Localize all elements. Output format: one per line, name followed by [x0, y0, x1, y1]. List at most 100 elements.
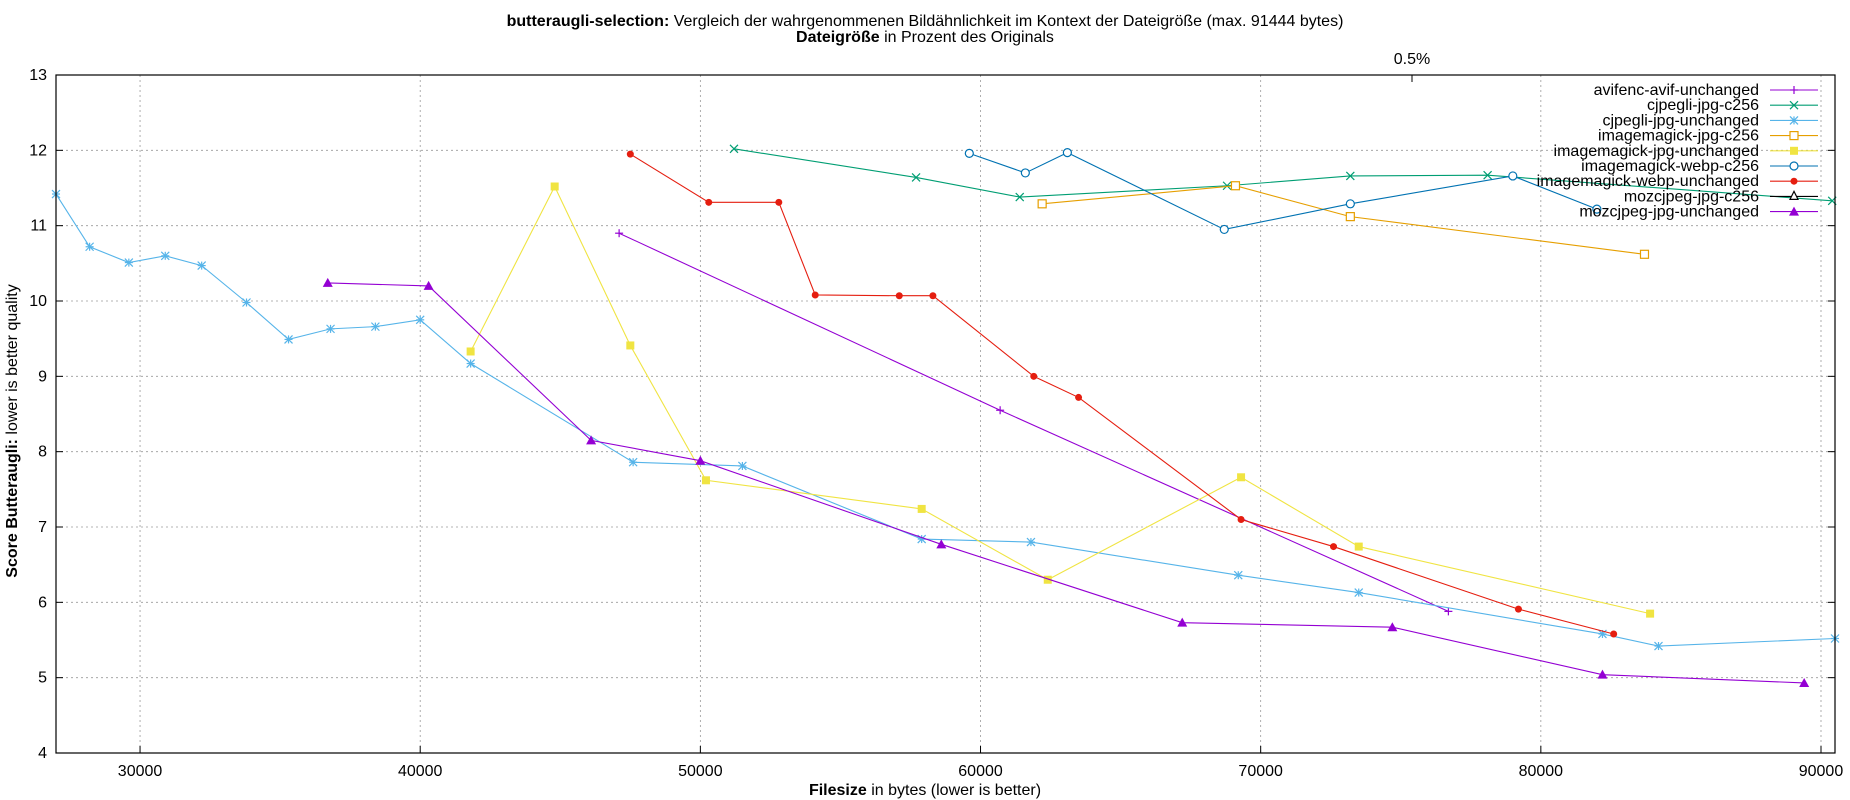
- data-point: [1020, 168, 1030, 178]
- marker-stroke: [284, 334, 293, 344]
- x-tick-label: 80000: [1519, 763, 1564, 780]
- legend-marker: [1789, 115, 1799, 125]
- legend-label: mozcjpeg-jpg-c256: [1624, 188, 1759, 205]
- marker-shape: [775, 198, 783, 206]
- series-avifenc-avif-unchanged: [615, 229, 1453, 616]
- data-point: [628, 457, 638, 467]
- data-point: [242, 298, 251, 307]
- y-tick-label: 7: [38, 519, 47, 536]
- data-point: [1514, 605, 1522, 613]
- data-point: [811, 291, 819, 299]
- legend-marker: [1789, 131, 1799, 141]
- marker-shape: [1592, 204, 1602, 214]
- y-tick-label: 10: [29, 293, 47, 310]
- data-point: [626, 341, 635, 350]
- x-axis-label: Filesize in bytes (lower is better): [809, 782, 1041, 799]
- y-axis-label: Score Butteraugli: lower is better quali…: [4, 284, 21, 577]
- top-axis-label: 0.5%: [1394, 51, 1430, 68]
- data-point: [423, 280, 434, 290]
- marker-stroke: [197, 261, 207, 271]
- data-point: [936, 539, 947, 549]
- legend-marker: [1789, 100, 1799, 110]
- data-point: [729, 144, 739, 154]
- x-axis-label-bold: Filesize: [809, 782, 867, 799]
- marker-shape: [1789, 161, 1799, 171]
- series-imagemagick-jpg-unchanged: [466, 182, 1655, 618]
- data-point: [1354, 588, 1364, 597]
- data-point: [466, 347, 475, 356]
- series-imagemagick-webp-unchanged: [626, 150, 1618, 638]
- series-line: [327, 282, 1805, 684]
- data-point: [284, 334, 293, 344]
- legend-entry: imagemagick-webp-c256: [1581, 158, 1818, 175]
- data-point: [550, 182, 559, 191]
- data-point: [326, 324, 335, 334]
- data-point: [775, 198, 783, 206]
- x-tick-label: 90000: [1799, 763, 1844, 780]
- x-tick-label: 40000: [398, 763, 443, 780]
- series-mozcjpeg-jpg-unchanged: [322, 277, 1810, 687]
- legend-marker: [1790, 146, 1798, 155]
- marker-shape: [695, 455, 706, 465]
- data-point: [1387, 622, 1398, 632]
- legend-label: imagemagick-webp-unchanged: [1537, 173, 1759, 190]
- y-tick-label: 4: [38, 745, 47, 762]
- data-point: [1230, 181, 1241, 191]
- legend-label: cjpegli-jpg-c256: [1647, 97, 1759, 114]
- data-point: [895, 292, 903, 300]
- data-point: [1237, 473, 1246, 482]
- marker-shape: [917, 504, 926, 513]
- marker-shape: [895, 292, 903, 300]
- legend-entry: cjpegli-jpg-unchanged: [1602, 112, 1818, 129]
- marker-stroke: [1026, 537, 1036, 547]
- marker-stroke: [1015, 192, 1025, 202]
- marker-shape: [626, 341, 635, 350]
- y-tick-label: 8: [38, 444, 47, 461]
- marker-stroke: [415, 315, 425, 325]
- y-tick-label: 6: [38, 594, 47, 611]
- data-point: [1508, 171, 1518, 181]
- chart-title-line2-rest: in Prozent des Originals: [880, 29, 1054, 46]
- data-point: [1237, 515, 1245, 523]
- data-point: [1026, 537, 1036, 547]
- series-line: [55, 193, 1836, 647]
- x-axis-label-rest: in bytes (lower is better): [867, 782, 1041, 799]
- series-cjpegli-jpg-unchanged: [51, 189, 1840, 651]
- marker-shape: [1610, 630, 1618, 638]
- data-point: [705, 198, 713, 206]
- marker-shape: [1230, 181, 1241, 191]
- data-point: [615, 229, 624, 238]
- marker-stroke: [160, 251, 170, 261]
- y-tick-label: 13: [29, 67, 47, 84]
- legend-label: mozcjpeg-jpg-unchanged: [1579, 204, 1759, 221]
- marker-shape: [1639, 249, 1650, 259]
- data-point: [1219, 224, 1229, 235]
- marker-shape: [1237, 515, 1245, 523]
- data-point: [737, 461, 747, 471]
- data-point: [1592, 204, 1602, 214]
- series-line: [618, 232, 1449, 612]
- marker-shape: [1790, 177, 1798, 185]
- marker-shape: [1789, 206, 1799, 216]
- data-point: [124, 258, 134, 268]
- data-point: [85, 242, 95, 252]
- marker-shape: [705, 198, 713, 206]
- data-point: [466, 359, 476, 368]
- plot-frame: [55, 74, 1836, 754]
- data-point: [911, 173, 921, 182]
- x-tick-label: 50000: [678, 763, 723, 780]
- y-tick-label: 9: [38, 368, 47, 385]
- marker-stroke: [1354, 588, 1364, 597]
- x-tick-label: 30000: [118, 763, 163, 780]
- legend-marker: [1789, 190, 1799, 200]
- series-line: [1042, 185, 1645, 255]
- marker-stroke: [1233, 570, 1243, 580]
- y-tick-label: 5: [38, 670, 47, 687]
- plot-area: [51, 144, 1840, 687]
- marker-shape: [936, 539, 947, 549]
- legend-label: imagemagick-jpg-c256: [1598, 128, 1759, 145]
- data-point: [370, 322, 380, 332]
- grid-lines: [56, 75, 1835, 753]
- data-point: [1177, 617, 1188, 627]
- legend-label: imagemagick-jpg-unchanged: [1554, 143, 1759, 160]
